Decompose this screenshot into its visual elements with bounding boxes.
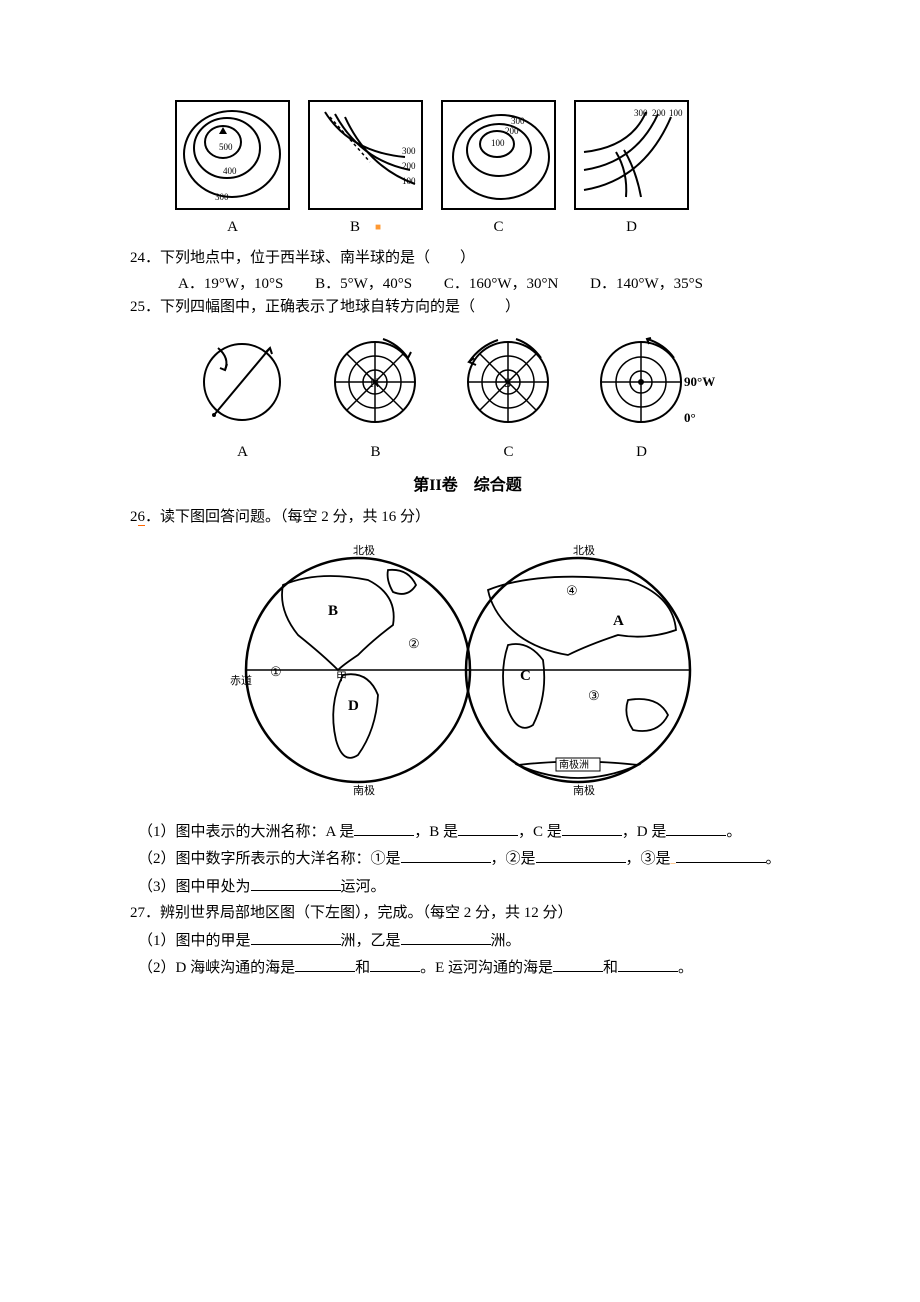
blank[interactable]: [370, 956, 420, 972]
blank[interactable]: [536, 847, 626, 863]
contour-figure-row: 500 400 300 300 200 100 300 200 100: [130, 100, 805, 210]
question-25: 25．下列四幅图中，正确表示了地球自转方向的是（ ）: [130, 296, 805, 319]
blank[interactable]: [354, 820, 414, 836]
label-1: ①: [270, 664, 282, 679]
rot-option-d: D: [589, 441, 694, 464]
q24-choice-b: B．5°W，40°S: [315, 276, 412, 292]
rotation-option-labels: A B C D: [130, 441, 805, 464]
label-4: ④: [566, 583, 578, 598]
q26-sub2: （2）图中数字所表示的大洋名称：①是，②是，③是_。: [130, 847, 805, 871]
rotation-fig-d: 90°W 0°: [589, 330, 729, 435]
q26-sub3: （3）图中甲处为运河。: [130, 875, 805, 899]
contour-label: 200: [505, 126, 519, 136]
north-pole-2: 北极: [573, 543, 595, 557]
q26-number: 26．: [130, 509, 160, 526]
question-26: 26．读下图回答问题。（每空 2 分，共 16 分）: [130, 506, 805, 529]
rotation-fig-c: S: [456, 330, 561, 435]
contour-label: 500: [219, 142, 233, 152]
contour-box-c: 300 200 100: [441, 100, 556, 210]
label-B: B: [328, 603, 338, 619]
contour-label: 300: [634, 108, 648, 118]
blank[interactable]: [295, 956, 355, 972]
contour-label: 100: [491, 138, 505, 148]
question-24: 24．下列地点中，位于西半球、南半球的是（ ）: [130, 247, 805, 270]
contour-label: 200: [402, 161, 416, 171]
rotation-figure-row: N S 90°W 0°: [190, 330, 805, 435]
contour-box-b: 300 200 100: [308, 100, 423, 210]
blank[interactable]: [251, 929, 341, 945]
blank[interactable]: [401, 929, 491, 945]
contour-label: 300: [215, 192, 229, 202]
contour-label: 100: [669, 108, 683, 118]
q24-text: 下列地点中，位于西半球、南半球的是（ ）: [160, 250, 475, 266]
rotation-fig-b: N: [323, 330, 428, 435]
label-3: ③: [588, 688, 600, 703]
label-A: A: [613, 613, 624, 629]
q24-choices: A．19°W，10°S B．5°W，40°S C．160°W，30°N D．14…: [130, 273, 805, 296]
orange-dot-icon: ■: [375, 222, 381, 233]
blank[interactable]: [618, 956, 678, 972]
blank[interactable]: [458, 820, 518, 836]
equator-label: 赤道: [230, 673, 252, 687]
contour-label: 100: [402, 176, 416, 186]
blank[interactable]: [562, 820, 622, 836]
q27-text: 辨别世界局部地区图（下左图），完成。（每空 2 分，共 12 分）: [160, 905, 573, 921]
north-pole-1: 北极: [353, 543, 375, 557]
q25-number: 25．: [130, 299, 160, 315]
option-c: C: [441, 216, 556, 239]
antarctica-label: 南极洲: [559, 758, 589, 771]
rot-option-c: C: [456, 441, 561, 464]
world-map-figure: 北极 南极 赤道 B D ① ② 甲 北极 南极 A C ③ ④ 南极洲: [130, 540, 805, 808]
blank[interactable]: [553, 956, 603, 972]
option-a: A: [175, 216, 290, 239]
contour-label: 300: [402, 146, 416, 156]
blank[interactable]: [676, 847, 766, 863]
rot-option-a: A: [190, 441, 295, 464]
section-2-title: 第II卷 综合题: [130, 474, 805, 498]
rot-option-b: B: [323, 441, 428, 464]
rotation-fig-a: [190, 330, 295, 435]
contour-label: 400: [223, 166, 237, 176]
n-label: N: [370, 375, 380, 390]
question-27: 27．辨别世界局部地区图（下左图），完成。（每空 2 分，共 12 分）: [130, 902, 805, 925]
label-D: D: [348, 698, 359, 714]
option-d: D: [574, 216, 689, 239]
contour-box-a: 500 400 300: [175, 100, 290, 210]
deg0-label: 0°: [684, 410, 696, 425]
q24-number: 24．: [130, 250, 160, 266]
q27-number: 27．: [130, 905, 160, 921]
label-jia: 甲: [336, 671, 347, 683]
contour-option-labels: A B ■ C D: [130, 216, 805, 239]
contour-label: 200: [652, 108, 666, 118]
q27-sub2: （2）D 海峡沟通的海是和。E 运河沟通的海是和。: [130, 956, 805, 980]
blank[interactable]: [401, 847, 491, 863]
s-label: S: [504, 375, 511, 390]
label-2: ②: [408, 636, 420, 651]
contour-box-d: 300 200 100: [574, 100, 689, 210]
blank[interactable]: [666, 820, 726, 836]
q26-sub1: （1）图中表示的大洲名称：A 是，B 是，C 是，D 是。: [130, 820, 805, 844]
contour-label: 300: [511, 116, 525, 126]
option-b: B ■: [308, 216, 423, 239]
q24-choice-a: A．19°W，10°S: [178, 276, 283, 292]
q25-text: 下列四幅图中，正确表示了地球自转方向的是（ ）: [160, 299, 520, 315]
south-pole-2: 南极: [573, 783, 595, 797]
label-C: C: [520, 668, 531, 684]
blank[interactable]: [251, 875, 341, 891]
q27-sub1: （1）图中的甲是洲，乙是洲。: [130, 929, 805, 953]
w90-label: 90°W: [684, 374, 715, 389]
q24-choice-c: C．160°W，30°N: [444, 276, 559, 292]
q24-choice-d: D．140°W，35°S: [590, 276, 703, 292]
south-pole-1: 南极: [353, 783, 375, 797]
q26-text: 读下图回答问题。（每空 2 分，共 16 分）: [160, 509, 430, 525]
